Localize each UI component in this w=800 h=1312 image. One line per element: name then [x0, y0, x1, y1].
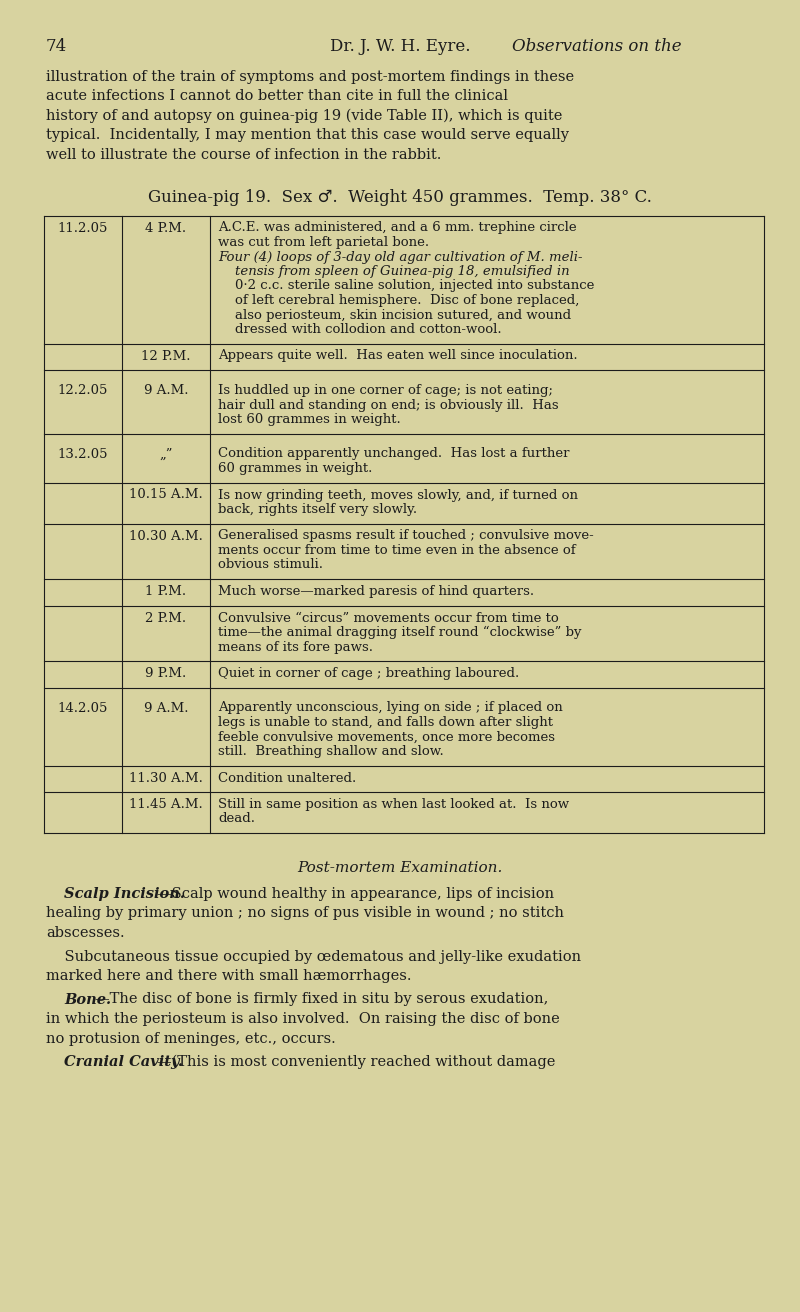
Text: Post-mortem Examination.: Post-mortem Examination. — [298, 861, 502, 875]
Text: 11.30 A.M.: 11.30 A.M. — [129, 771, 203, 785]
Text: Generalised spasms result if touched ; convulsive move-: Generalised spasms result if touched ; c… — [218, 530, 594, 542]
Text: history of and autopsy on guinea-pig 19 (vide Table II), which is quite: history of and autopsy on guinea-pig 19 … — [46, 109, 562, 123]
Text: marked here and there with small hæmorrhages.: marked here and there with small hæmorrh… — [46, 970, 411, 983]
Text: no protusion of meninges, etc., occurs.: no protusion of meninges, etc., occurs. — [46, 1031, 336, 1046]
Text: 10.15 A.M.: 10.15 A.M. — [129, 488, 203, 501]
Text: 9 A.M.: 9 A.M. — [144, 702, 188, 715]
Text: abscesses.: abscesses. — [46, 926, 125, 939]
Text: 12 P.M.: 12 P.M. — [142, 349, 190, 362]
Text: —(This is most conveniently reached without damage: —(This is most conveniently reached with… — [157, 1055, 555, 1069]
Text: Is huddled up in one corner of cage; is not eating;: Is huddled up in one corner of cage; is … — [218, 384, 553, 398]
Text: „”: „” — [159, 447, 173, 461]
Text: 13.2.05: 13.2.05 — [58, 447, 108, 461]
Text: Guinea-pig 19.  Sex ♂.  Weight 450 grammes.  Temp. 38° C.: Guinea-pig 19. Sex ♂. Weight 450 grammes… — [148, 189, 652, 206]
Text: Still in same position as when last looked at.  Is now: Still in same position as when last look… — [218, 798, 569, 811]
Text: feeble convulsive movements, once more becomes: feeble convulsive movements, once more b… — [218, 731, 555, 744]
Text: dressed with collodion and cotton-wool.: dressed with collodion and cotton-wool. — [218, 323, 502, 336]
Text: acute infections I cannot do better than cite in full the clinical: acute infections I cannot do better than… — [46, 89, 508, 104]
Text: Four (4) loops of 3-day old agar cultivation of M. meli-: Four (4) loops of 3-day old agar cultiva… — [218, 251, 582, 264]
Text: lost 60 grammes in weight.: lost 60 grammes in weight. — [218, 413, 401, 426]
Text: tensis from spleen of Guinea-pig 18, emulsified in: tensis from spleen of Guinea-pig 18, emu… — [218, 265, 570, 278]
Text: 10.30 A.M.: 10.30 A.M. — [129, 530, 203, 542]
Text: 1 P.M.: 1 P.M. — [146, 585, 186, 598]
Text: Is now grinding teeth, moves slowly, and, if turned on: Is now grinding teeth, moves slowly, and… — [218, 488, 578, 501]
Text: of left cerebral hemisphere.  Disc of bone replaced,: of left cerebral hemisphere. Disc of bon… — [218, 294, 579, 307]
Text: Scalp Incision.: Scalp Incision. — [64, 887, 185, 901]
Text: Quiet in corner of cage ; breathing laboured.: Quiet in corner of cage ; breathing labo… — [218, 666, 519, 680]
Text: Subcutaneous tissue occupied by œdematous and jelly-like exudation: Subcutaneous tissue occupied by œdematou… — [46, 950, 581, 963]
Text: 2 P.M.: 2 P.M. — [146, 611, 186, 625]
Text: means of its fore paws.: means of its fore paws. — [218, 640, 373, 653]
Text: also periosteum, skin incision sutured, and wound: also periosteum, skin incision sutured, … — [218, 308, 571, 321]
Text: back, rights itself very slowly.: back, rights itself very slowly. — [218, 502, 417, 516]
Text: 4 P.M.: 4 P.M. — [146, 222, 186, 235]
Text: Dr. J. W. H. Eyre.: Dr. J. W. H. Eyre. — [330, 38, 470, 55]
Text: —The disc of bone is firmly fixed in situ by serous exudation,: —The disc of bone is firmly fixed in sit… — [95, 992, 548, 1006]
Text: Cranial Cavity.: Cranial Cavity. — [64, 1055, 183, 1069]
Text: obvious stimuli.: obvious stimuli. — [218, 559, 323, 572]
Text: Convulsive “circus” movements occur from time to: Convulsive “circus” movements occur from… — [218, 611, 558, 625]
Text: Condition apparently unchanged.  Has lost a further: Condition apparently unchanged. Has lost… — [218, 447, 570, 461]
Text: 11.45 A.M.: 11.45 A.M. — [129, 798, 203, 811]
Text: healing by primary union ; no signs of pus visible in wound ; no stitch: healing by primary union ; no signs of p… — [46, 907, 564, 921]
Text: well to illustrate the course of infection in the rabbit.: well to illustrate the course of infecti… — [46, 148, 442, 161]
Text: 74: 74 — [46, 38, 67, 55]
Text: 14.2.05: 14.2.05 — [58, 702, 108, 715]
Text: legs is unable to stand, and falls down after slight: legs is unable to stand, and falls down … — [218, 716, 553, 729]
Text: in which the periosteum is also involved.  On raising the disc of bone: in which the periosteum is also involved… — [46, 1012, 560, 1026]
Text: Bone.: Bone. — [64, 992, 111, 1006]
Text: hair dull and standing on end; is obviously ill.  Has: hair dull and standing on end; is obviou… — [218, 399, 558, 412]
Text: 9 P.M.: 9 P.M. — [146, 666, 186, 680]
Text: dead.: dead. — [218, 812, 255, 825]
Text: 11.2.05: 11.2.05 — [58, 222, 108, 235]
Text: illustration of the train of symptoms and post-mortem findings in these: illustration of the train of symptoms an… — [46, 70, 574, 84]
Text: Apparently unconscious, lying on side ; if placed on: Apparently unconscious, lying on side ; … — [218, 702, 562, 715]
Text: 60 grammes in weight.: 60 grammes in weight. — [218, 462, 372, 475]
Text: was cut from left parietal bone.: was cut from left parietal bone. — [218, 236, 429, 249]
Text: Condition unaltered.: Condition unaltered. — [218, 771, 356, 785]
Text: Observations on the: Observations on the — [512, 38, 682, 55]
Text: typical.  Incidentally, I may mention that this case would serve equally: typical. Incidentally, I may mention tha… — [46, 129, 569, 143]
Text: 12.2.05: 12.2.05 — [58, 384, 108, 398]
Text: time—the animal dragging itself round “clockwise” by: time—the animal dragging itself round “c… — [218, 626, 582, 639]
Text: 0·2 c.c. sterile saline solution, injected into substance: 0·2 c.c. sterile saline solution, inject… — [218, 279, 594, 293]
Text: A.C.E. was administered, and a 6 mm. trephine circle: A.C.E. was administered, and a 6 mm. tre… — [218, 222, 577, 235]
Text: Appears quite well.  Has eaten well since inoculation.: Appears quite well. Has eaten well since… — [218, 349, 578, 362]
Text: Much worse—marked paresis of hind quarters.: Much worse—marked paresis of hind quarte… — [218, 585, 534, 598]
Text: still.  Breathing shallow and slow.: still. Breathing shallow and slow. — [218, 745, 444, 758]
Text: ments occur from time to time even in the absence of: ments occur from time to time even in th… — [218, 544, 576, 558]
Text: —Scalp wound healthy in appearance, lips of incision: —Scalp wound healthy in appearance, lips… — [157, 887, 554, 901]
Text: 9 A.M.: 9 A.M. — [144, 384, 188, 398]
